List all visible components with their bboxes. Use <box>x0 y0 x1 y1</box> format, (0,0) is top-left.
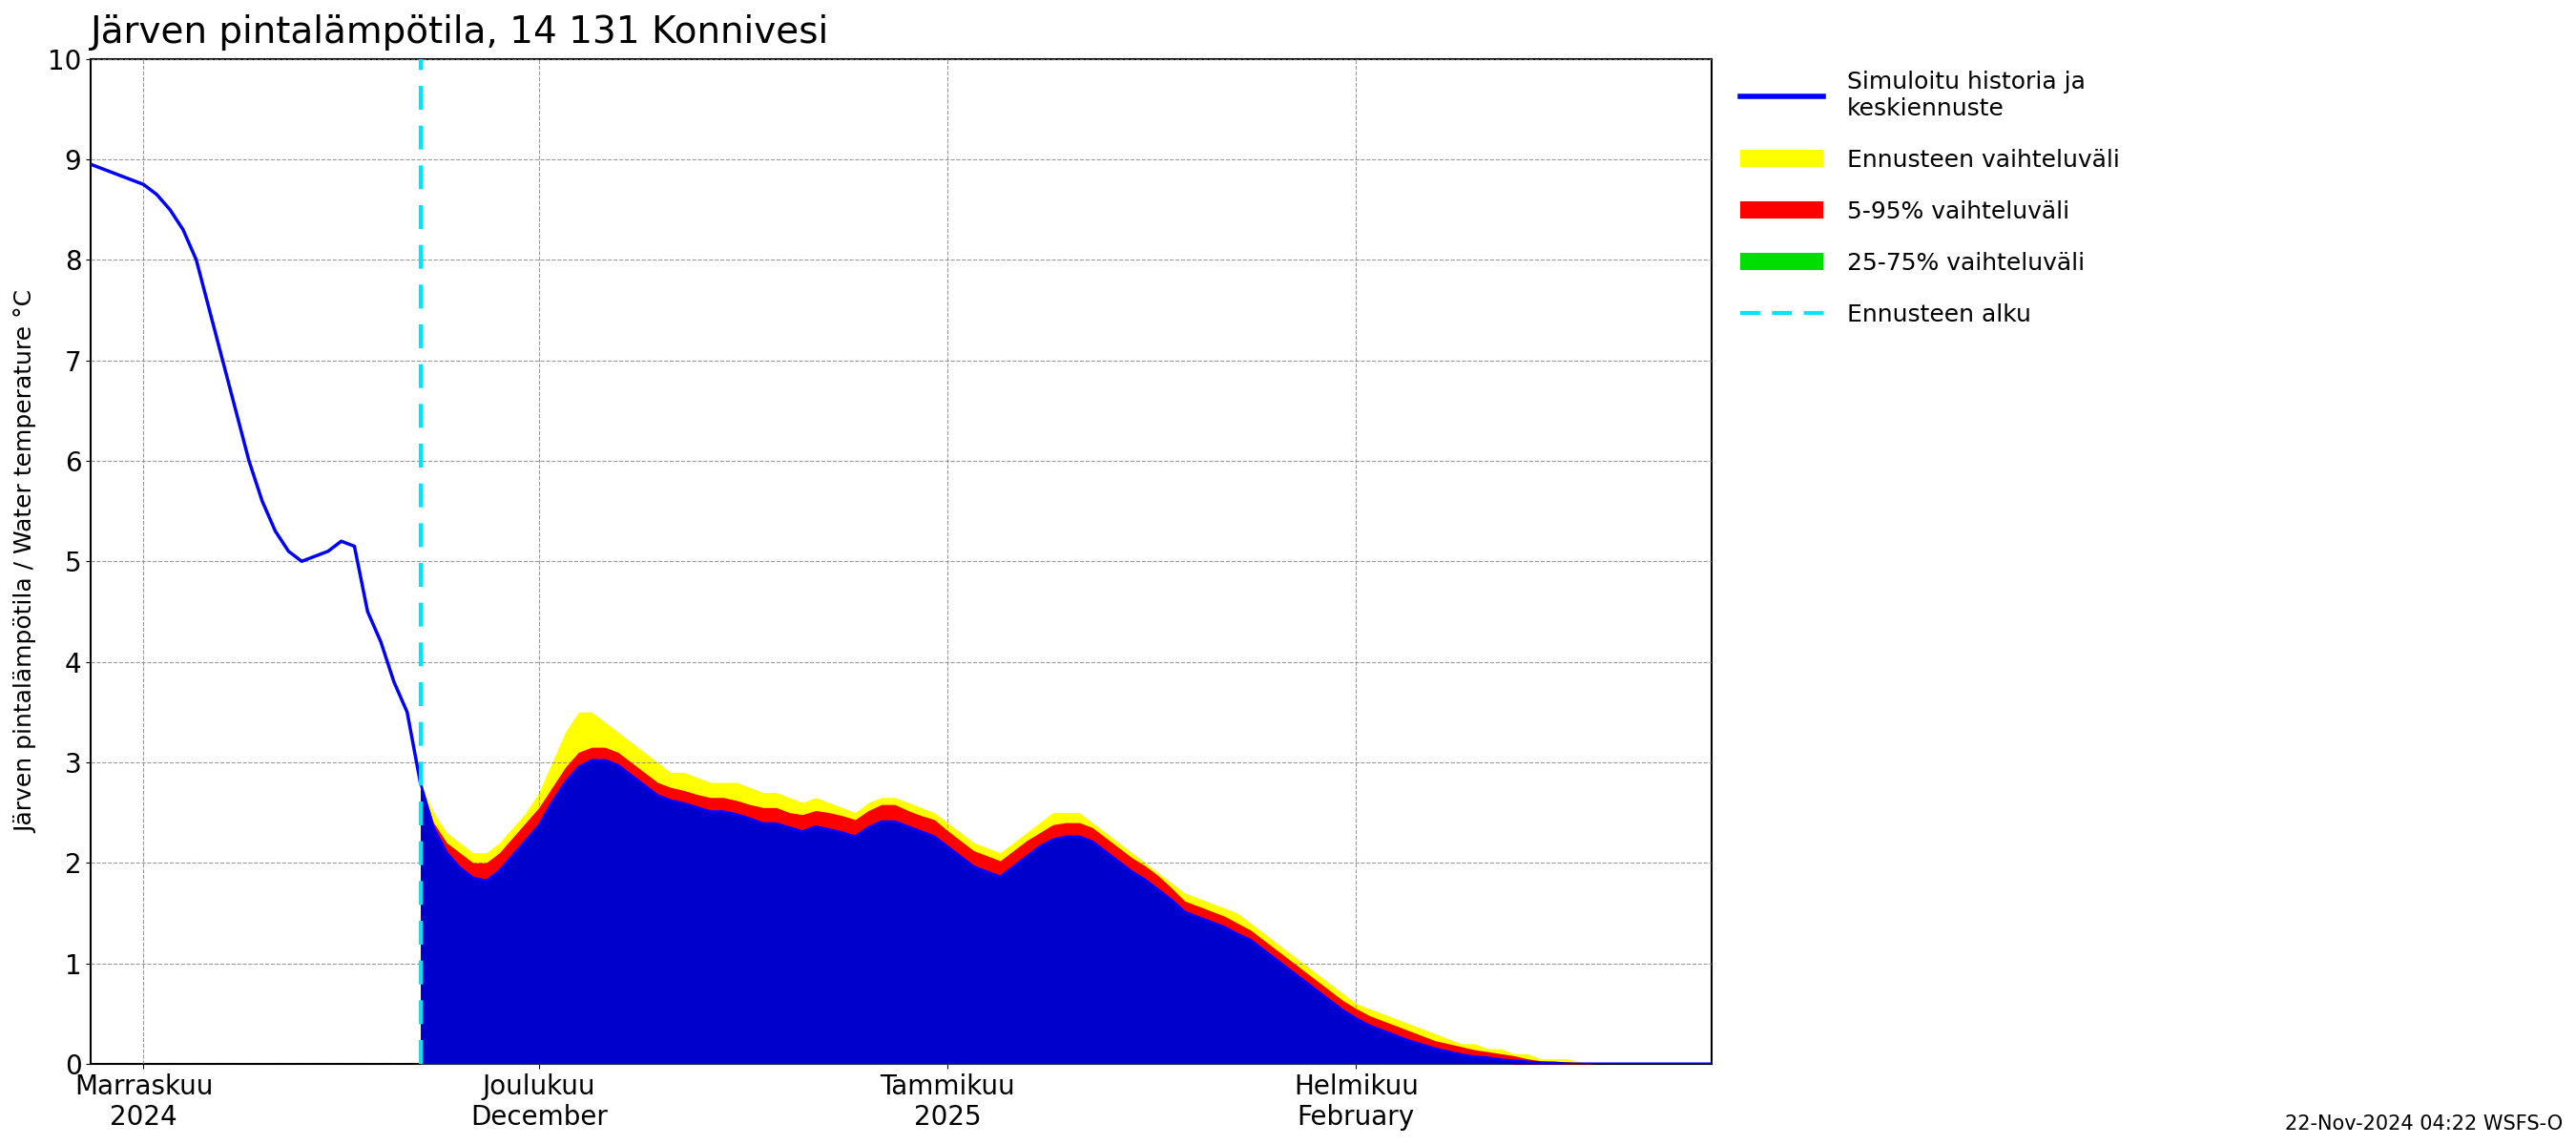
Text: 22-Nov-2024 04:22 WSFS-O: 22-Nov-2024 04:22 WSFS-O <box>2285 1114 2563 1134</box>
Legend: Simuloitu historia ja
keskiennuste, Ennusteen vaihteluväli, 5-95% vaihteluväli, : Simuloitu historia ja keskiennuste, Ennu… <box>1739 71 2120 326</box>
Text: Järven pintalämpötila, 14 131 Konnivesi: Järven pintalämpötila, 14 131 Konnivesi <box>90 14 829 50</box>
Y-axis label: Järven pintalämpötila / Water temperature °C: Järven pintalämpötila / Water temperatur… <box>15 290 36 832</box>
